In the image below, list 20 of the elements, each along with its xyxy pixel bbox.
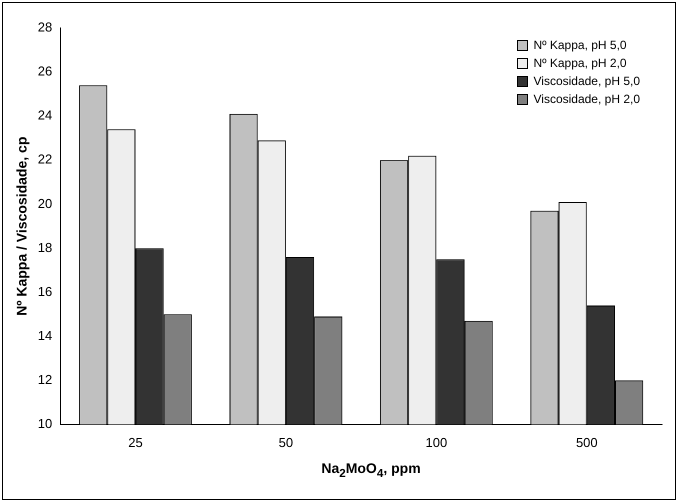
y-tick-label: 22 [38, 152, 52, 167]
y-axis-title: Nº Kappa / Viscosidade, cp [13, 136, 30, 316]
y-tick-label: 10 [38, 416, 52, 431]
legend-label: Viscosidade, pH 5,0 [533, 73, 640, 90]
y-tick-label: 12 [38, 372, 52, 387]
y-tick-label: 16 [38, 284, 52, 299]
y-tick-label: 28 [38, 20, 52, 35]
x-tick-label: 100 [425, 434, 448, 450]
x-tick-label: 500 [576, 434, 598, 450]
y-tick-label: 14 [38, 328, 52, 343]
legend-label: Nº Kappa, pH 5,0 [533, 37, 627, 54]
legend-label: Nº Kappa, pH 2,0 [533, 55, 627, 72]
legend-label: Viscosidade, pH 2,0 [533, 91, 640, 108]
x-tick-label: 50 [278, 434, 294, 450]
x-axis-title: Na$_{2}$MoO$_{4}$, ppm [320, 460, 422, 480]
x-tick-label: 25 [128, 434, 143, 450]
y-tick-label: 20 [38, 196, 52, 211]
y-tick-label: 26 [38, 64, 52, 79]
y-tick-label: 18 [38, 240, 52, 255]
y-tick-label: 24 [38, 108, 52, 123]
